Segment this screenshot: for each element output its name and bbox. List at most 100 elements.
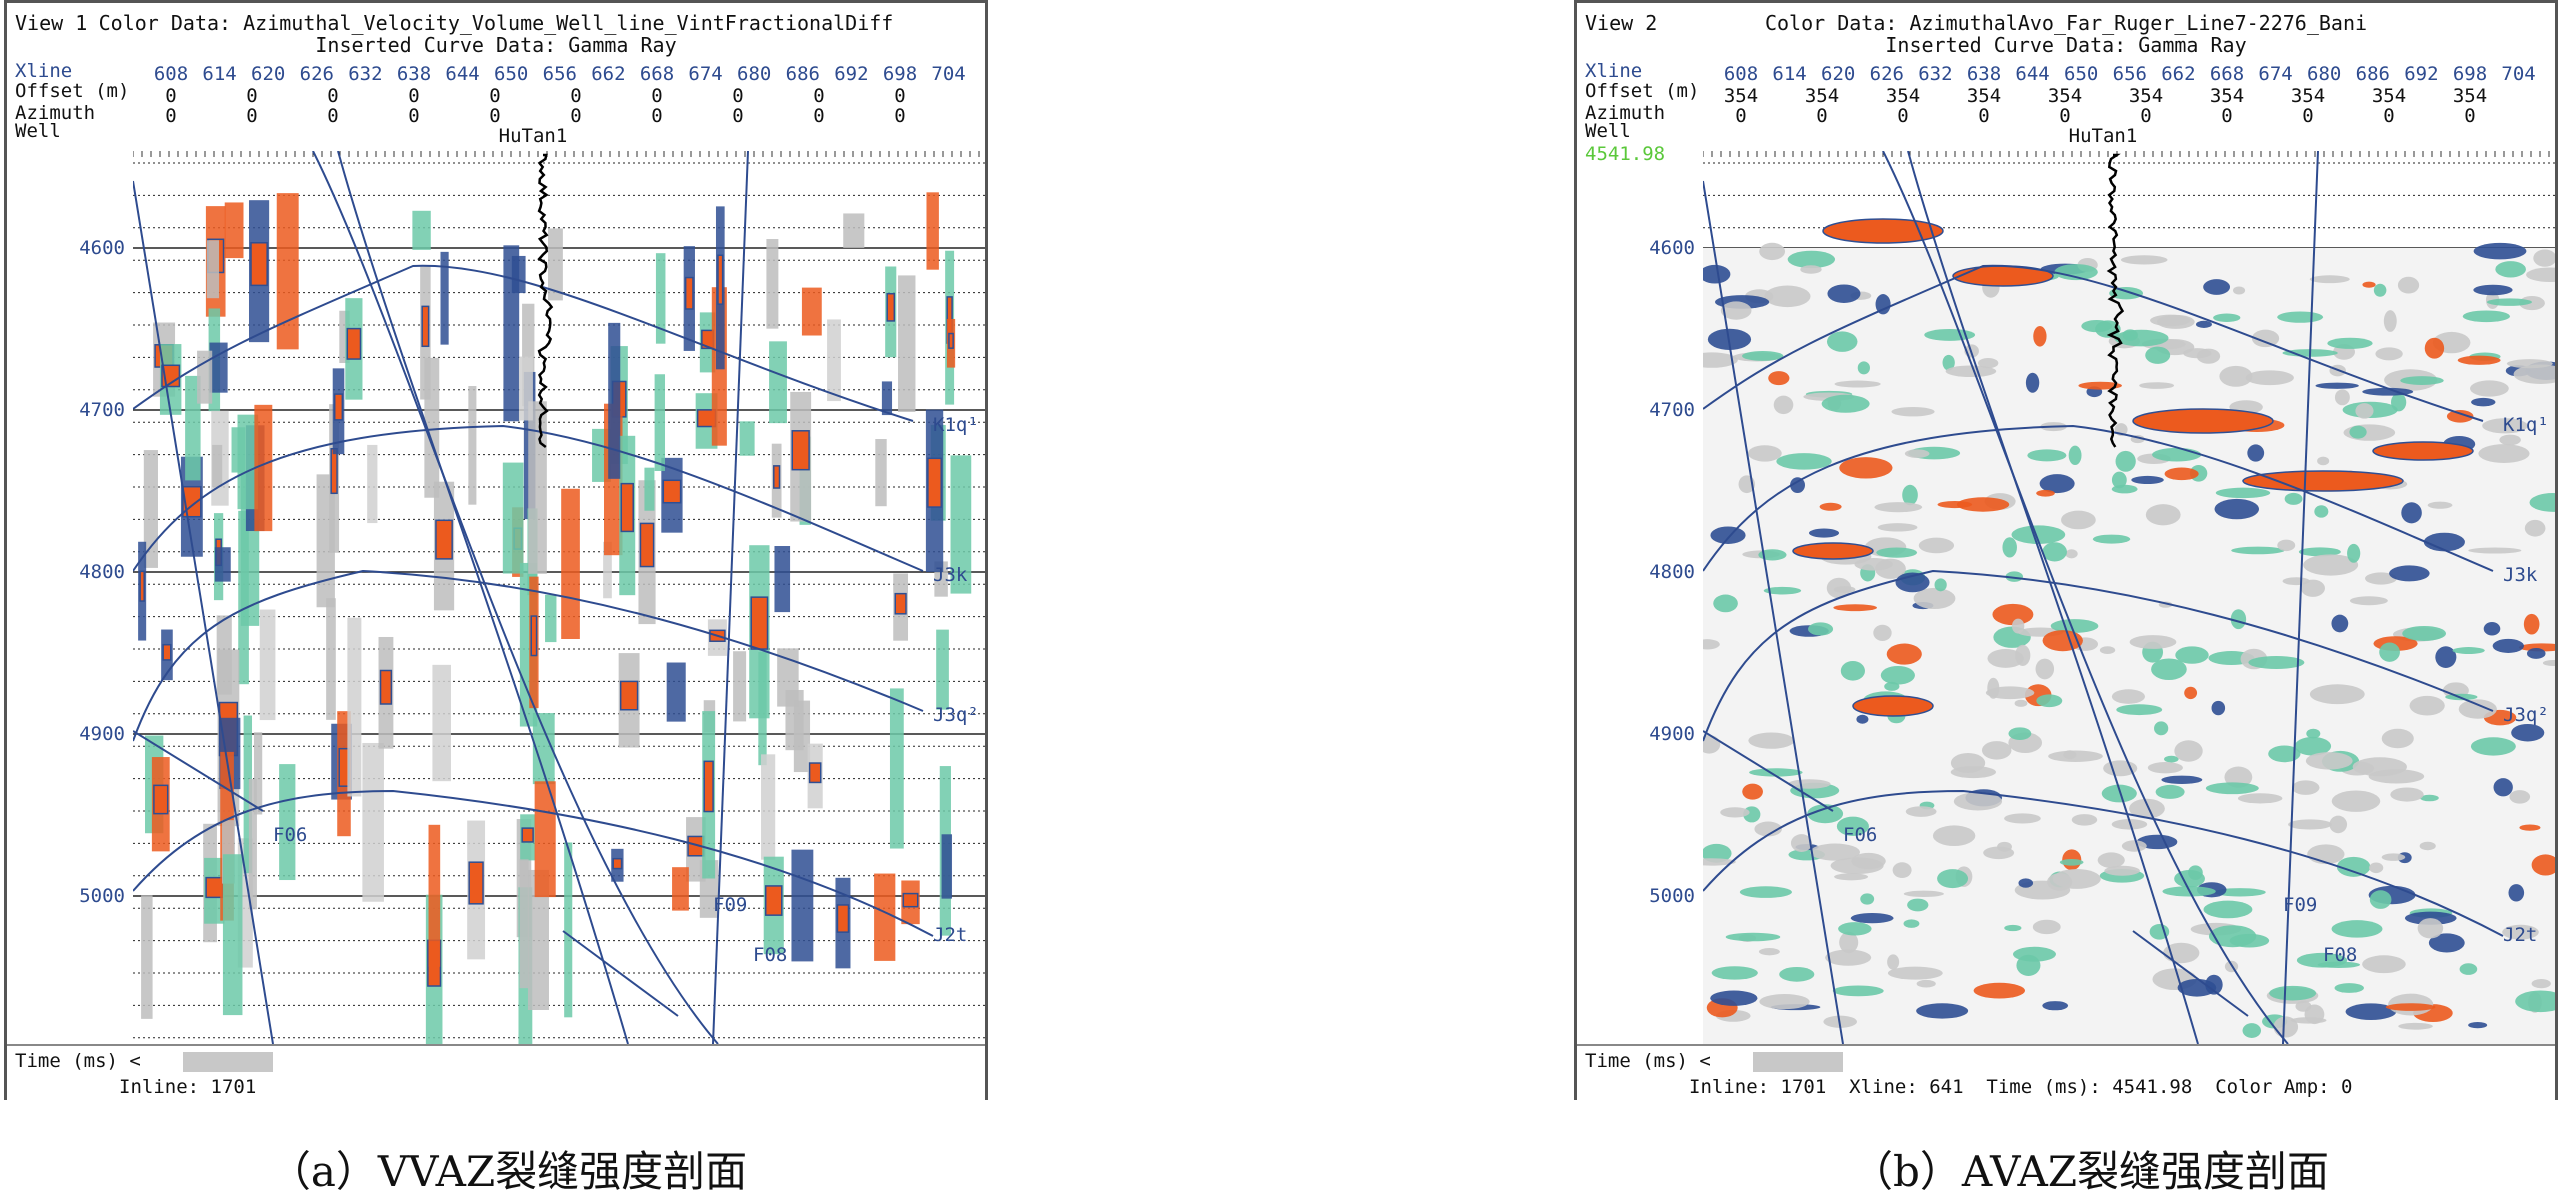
attribute-blob [1748,732,1795,749]
attribute-blob [1887,966,1943,980]
attribute-blob [2317,456,2330,466]
seismic-section-canvas[interactable]: K1q¹ J3k J3q² J2t F06 F08 F09 [133,151,985,1044]
attribute-blob [1703,352,1738,368]
trace-bar [143,450,158,568]
trace-bar [527,869,549,1010]
attribute-blob [1749,768,1803,777]
fracture-highlight [620,482,634,533]
attribute-blob [2164,467,2199,481]
xline-value: 704 [2501,63,2536,85]
horizon-label: K1q¹ [933,414,979,436]
offset-header-label: Offset (m) [15,80,130,102]
time-tick-label: 4700 [79,399,125,421]
attribute-blob [2542,659,2555,667]
attribute-blob [2486,298,2533,306]
attribute-blob [1836,816,1869,836]
attribute-blob [2327,337,2373,349]
seismic-section-canvas[interactable]: K1q¹ J3k J3q² J2t F06 F08 F09 [1703,151,2555,1044]
horizon-line [1703,789,2504,937]
azimuth-value: 0 [1735,105,1747,127]
attribute-blob [2303,554,2359,576]
gamma-ray-log [2106,153,2125,448]
trace-bar [608,322,621,479]
attribute-blob [2362,281,2376,288]
azimuth-value: 0 [894,105,906,127]
attribute-blob [2381,728,2414,749]
seismic-section-plot[interactable]: K1q¹ J3k J3q² J2t F06 F08 F09 [133,151,985,1044]
attribute-blob [2298,547,2341,557]
attribute-blob [2011,618,2025,634]
trace-bar [791,849,814,962]
attribute-blob [1787,250,1836,269]
horizon-label: K1q¹ [2503,414,2549,436]
attribute-blob [1703,264,1731,284]
attribute-blob [2345,1003,2397,1020]
attribute-blob [2427,501,2453,509]
offset-value: 354 [1966,85,2002,107]
attribute-blob [2002,537,2017,558]
horizon-line [133,569,924,742]
xline-value: 674 [688,63,723,85]
attribute-blob [1884,681,1900,691]
curve-data-title: Inserted Curve Data: Gamma Ray [315,33,677,57]
azimuth-value: 0 [165,105,177,127]
attribute-blob [1800,265,1822,274]
offset-value: 0 [246,85,258,107]
fracture-highlight [750,596,769,650]
seismic-section-plot[interactable]: K1q¹ J3k J3q² J2t F06 F08 F09 [1703,151,2555,1044]
time-tick-label: 5000 [1649,885,1695,907]
trace-bar [774,546,791,613]
attribute-blob [2063,750,2077,760]
time-tick-label: 4900 [79,723,125,745]
attribute-blob [2519,824,2541,831]
attribute-blob [2115,450,2136,472]
offset-value: 0 [489,85,501,107]
trace-bar [502,462,524,574]
trace-bar [206,240,220,299]
offset-value: 354 [2452,85,2488,107]
attribute-blob [1839,457,1893,479]
fracture-highlight [250,242,268,287]
azimuth-value: 0 [1897,105,1909,127]
view-panel-2[interactable]: View 2 Color Data: AzimuthalAvo_Far_Ruge… [1574,0,2558,1102]
attribute-blob [2385,1003,2436,1011]
trace-bar [279,764,296,881]
horizon-label: J3q² [2503,704,2549,726]
trace-bar [827,319,841,402]
trace-bar [412,210,431,250]
attribute-blob [2397,276,2420,294]
attribute-blob [1703,639,1720,650]
attribute-blob [1916,979,1936,988]
curve-data-title: Inserted Curve Data: Gamma Ray [1885,33,2247,57]
attribute-blob [2231,546,2285,555]
horizontal-scrollbar-thumb[interactable] [183,1052,273,1072]
fault-line [2282,151,2319,1044]
attribute-blob [2462,310,2511,323]
horizon-label: J2t [2503,924,2537,946]
azimuth-value: 0 [2464,105,2476,127]
attribute-blob [2383,310,2397,332]
attribute-blob [1850,913,1894,924]
view-panel-1[interactable]: View 1 Color Data: Azimuthal_Velocity_Vo… [4,0,988,1102]
attribute-blob [2175,646,2209,664]
attribute-blob [2381,853,2406,861]
attribute-blob [2036,694,2063,708]
status-readout: Inline: 1701 [119,1076,257,1098]
attribute-blob [1973,982,2025,999]
fracture-highlight [717,254,724,305]
attribute-blob [2027,449,2067,462]
attribute-blob [1886,643,1922,665]
attribute-blob [2251,329,2280,348]
attribute-blob [2307,844,2345,865]
offset-value: 0 [813,85,825,107]
fault-label: F06 [273,824,307,846]
xline-header-label: Xline [1585,60,1643,82]
fracture-highlight [684,276,694,310]
attribute-blob [2424,337,2445,359]
attribute-blob [2336,856,2371,877]
attribute-blob [2237,793,2283,804]
attribute-blob [2483,622,2501,636]
attribute-blob [2101,784,2137,803]
trace-bar [733,651,747,722]
horizontal-scrollbar-thumb[interactable] [1753,1052,1843,1072]
